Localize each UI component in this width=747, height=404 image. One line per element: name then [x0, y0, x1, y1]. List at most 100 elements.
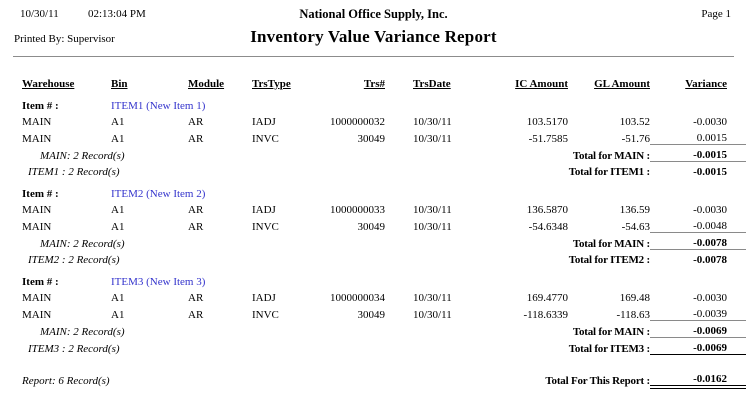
- col-trsnum: Trs#: [363, 78, 385, 90]
- trsnum-cell: 1000000033: [330, 204, 385, 216]
- table-row: MAIN A1 AR INVC 30049 10/30/11 -118.6339…: [22, 304, 746, 321]
- module-cell: AR: [188, 220, 204, 233]
- gl-amount-cell: 103.52: [619, 116, 650, 128]
- col-ic-amount: IC Amount: [515, 78, 568, 90]
- variance-cell: -0.0030: [693, 292, 727, 304]
- item-header-row: Item # : ITEM1 (New Item 1): [22, 90, 746, 112]
- warehouse-total-label: Total for MAIN :: [572, 325, 650, 338]
- gl-amount-cell: 136.59: [619, 204, 650, 216]
- bin-cell: A1: [111, 292, 125, 304]
- warehouse-record-count: MAIN: 2 Record(s): [40, 325, 125, 338]
- warehouse-record-count: MAIN: 2 Record(s): [40, 237, 125, 250]
- item-total-label: Total for ITEM1 :: [568, 166, 650, 178]
- item-subtotal-row: ITEM2 : 2 Record(s) Total for ITEM2 : -0…: [22, 249, 746, 266]
- module-cell: AR: [188, 132, 204, 145]
- col-trstype: TrsType: [252, 78, 291, 90]
- variance-cell: -0.0048: [693, 220, 727, 232]
- item-header-row: Item # : ITEM2 (New Item 2): [22, 178, 746, 200]
- module-cell: AR: [188, 292, 204, 304]
- table-row: MAIN A1 AR IADJ 1000000033 10/30/11 136.…: [22, 200, 746, 216]
- trsdate-cell: 10/30/11: [413, 204, 452, 216]
- ic-amount-cell: -118.6339: [523, 308, 568, 321]
- trstype-cell: IADJ: [252, 204, 276, 216]
- printed-by: Printed By: Supervisor: [14, 33, 115, 45]
- report-time: 02:13:04 PM: [88, 8, 146, 20]
- page-number: Page 1: [701, 8, 731, 20]
- col-warehouse: Warehouse: [22, 78, 75, 90]
- item-subtotal-row: ITEM1 : 2 Record(s) Total for ITEM1 : -0…: [22, 161, 746, 178]
- bin-cell: A1: [111, 220, 125, 233]
- trsnum-cell: 30049: [357, 132, 386, 145]
- col-trsdate: TrsDate: [413, 78, 451, 90]
- ic-amount-cell: -54.6348: [528, 220, 568, 233]
- item-number-label: Item # :: [22, 188, 59, 200]
- item-record-count: ITEM1 : 2 Record(s): [28, 166, 120, 178]
- warehouse-cell: MAIN: [22, 292, 52, 304]
- column-header-row: Warehouse Bin Module TrsType Trs# TrsDat…: [22, 72, 746, 90]
- table-row: MAIN A1 AR IADJ 1000000032 10/30/11 103.…: [22, 112, 746, 128]
- bin-cell: A1: [111, 204, 125, 216]
- bin-cell: A1: [111, 308, 125, 321]
- trstype-cell: INVC: [252, 132, 279, 145]
- gl-amount-cell: -118.63: [616, 308, 650, 321]
- warehouse-total-value: -0.0078: [650, 232, 746, 250]
- item-record-count: ITEM3 : 2 Record(s): [28, 342, 120, 355]
- warehouse-subtotal-row: MAIN: 2 Record(s) Total for MAIN : -0.00…: [22, 320, 746, 338]
- item-total-label: Total for ITEM3 :: [568, 342, 650, 355]
- bin-cell: A1: [111, 116, 125, 128]
- warehouse-cell: MAIN: [22, 116, 52, 128]
- warehouse-total-label: Total for MAIN :: [572, 237, 650, 250]
- warehouse-cell: MAIN: [22, 204, 52, 216]
- trsdate-cell: 10/30/11: [413, 116, 452, 128]
- module-cell: AR: [188, 116, 204, 128]
- variance-cell: -0.0030: [693, 204, 727, 216]
- gl-amount-cell: -51.76: [621, 132, 650, 145]
- report-date: 10/30/11: [20, 8, 59, 20]
- item-total-value: -0.0078: [650, 249, 746, 266]
- warehouse-total-label: Total for MAIN :: [572, 149, 650, 162]
- trstype-cell: INVC: [252, 308, 279, 321]
- table-row: MAIN A1 AR IADJ 1000000034 10/30/11 169.…: [22, 288, 746, 304]
- warehouse-subtotal-row: MAIN: 2 Record(s) Total for MAIN : -0.00…: [22, 232, 746, 250]
- warehouse-cell: MAIN: [22, 132, 52, 145]
- variance-cell: 0.0015: [696, 132, 727, 144]
- table-row: MAIN A1 AR INVC 30049 10/30/11 -51.7585 …: [22, 128, 746, 145]
- trsnum-cell: 30049: [357, 220, 386, 233]
- report-header: 10/30/11 02:13:04 PM National Office Sup…: [0, 0, 747, 58]
- trsdate-cell: 10/30/11: [413, 292, 452, 304]
- item-number-label: Item # :: [22, 276, 59, 288]
- item-total-value: -0.0015: [650, 161, 746, 178]
- item-total-value: -0.0069: [650, 337, 746, 355]
- warehouse-cell: MAIN: [22, 220, 52, 233]
- header-divider: [13, 56, 734, 57]
- variance-cell: -0.0039: [693, 308, 727, 320]
- col-gl-amount: GL Amount: [594, 78, 650, 90]
- module-cell: AR: [188, 308, 204, 321]
- gl-amount-cell: -54.63: [621, 220, 650, 233]
- ic-amount-cell: 103.5170: [526, 116, 568, 128]
- warehouse-subtotal-row: MAIN: 2 Record(s) Total for MAIN : -0.00…: [22, 144, 746, 162]
- item-subtotal-row: ITEM3 : 2 Record(s) Total for ITEM3 : -0…: [22, 337, 746, 355]
- trstype-cell: INVC: [252, 220, 279, 233]
- trsnum-cell: 1000000032: [330, 116, 385, 128]
- warehouse-total-value: -0.0015: [650, 144, 746, 162]
- report-record-count: Report: 6 Record(s): [22, 375, 110, 387]
- report-total-label: Total For This Report :: [545, 375, 650, 387]
- report-title: Inventory Value Variance Report: [250, 27, 497, 46]
- warehouse-total-value: -0.0069: [650, 320, 746, 338]
- gl-amount-cell: 169.48: [619, 292, 650, 304]
- warehouse-cell: MAIN: [22, 308, 52, 321]
- item-code: ITEM1 (New Item 1): [111, 100, 206, 112]
- module-cell: AR: [188, 204, 204, 216]
- item-number-label: Item # :: [22, 100, 59, 112]
- trsdate-cell: 10/30/11: [413, 220, 452, 233]
- item-header-row: Item # : ITEM3 (New Item 3): [22, 266, 746, 288]
- table-row: MAIN A1 AR INVC 30049 10/30/11 -54.6348 …: [22, 216, 746, 233]
- trsnum-cell: 30049: [357, 308, 386, 321]
- item-code: ITEM2 (New Item 2): [111, 188, 206, 200]
- item-code: ITEM3 (New Item 3): [111, 276, 206, 288]
- ic-amount-cell: 169.4770: [526, 292, 568, 304]
- item-record-count: ITEM2 : 2 Record(s): [28, 254, 120, 266]
- warehouse-record-count: MAIN: 2 Record(s): [40, 149, 125, 162]
